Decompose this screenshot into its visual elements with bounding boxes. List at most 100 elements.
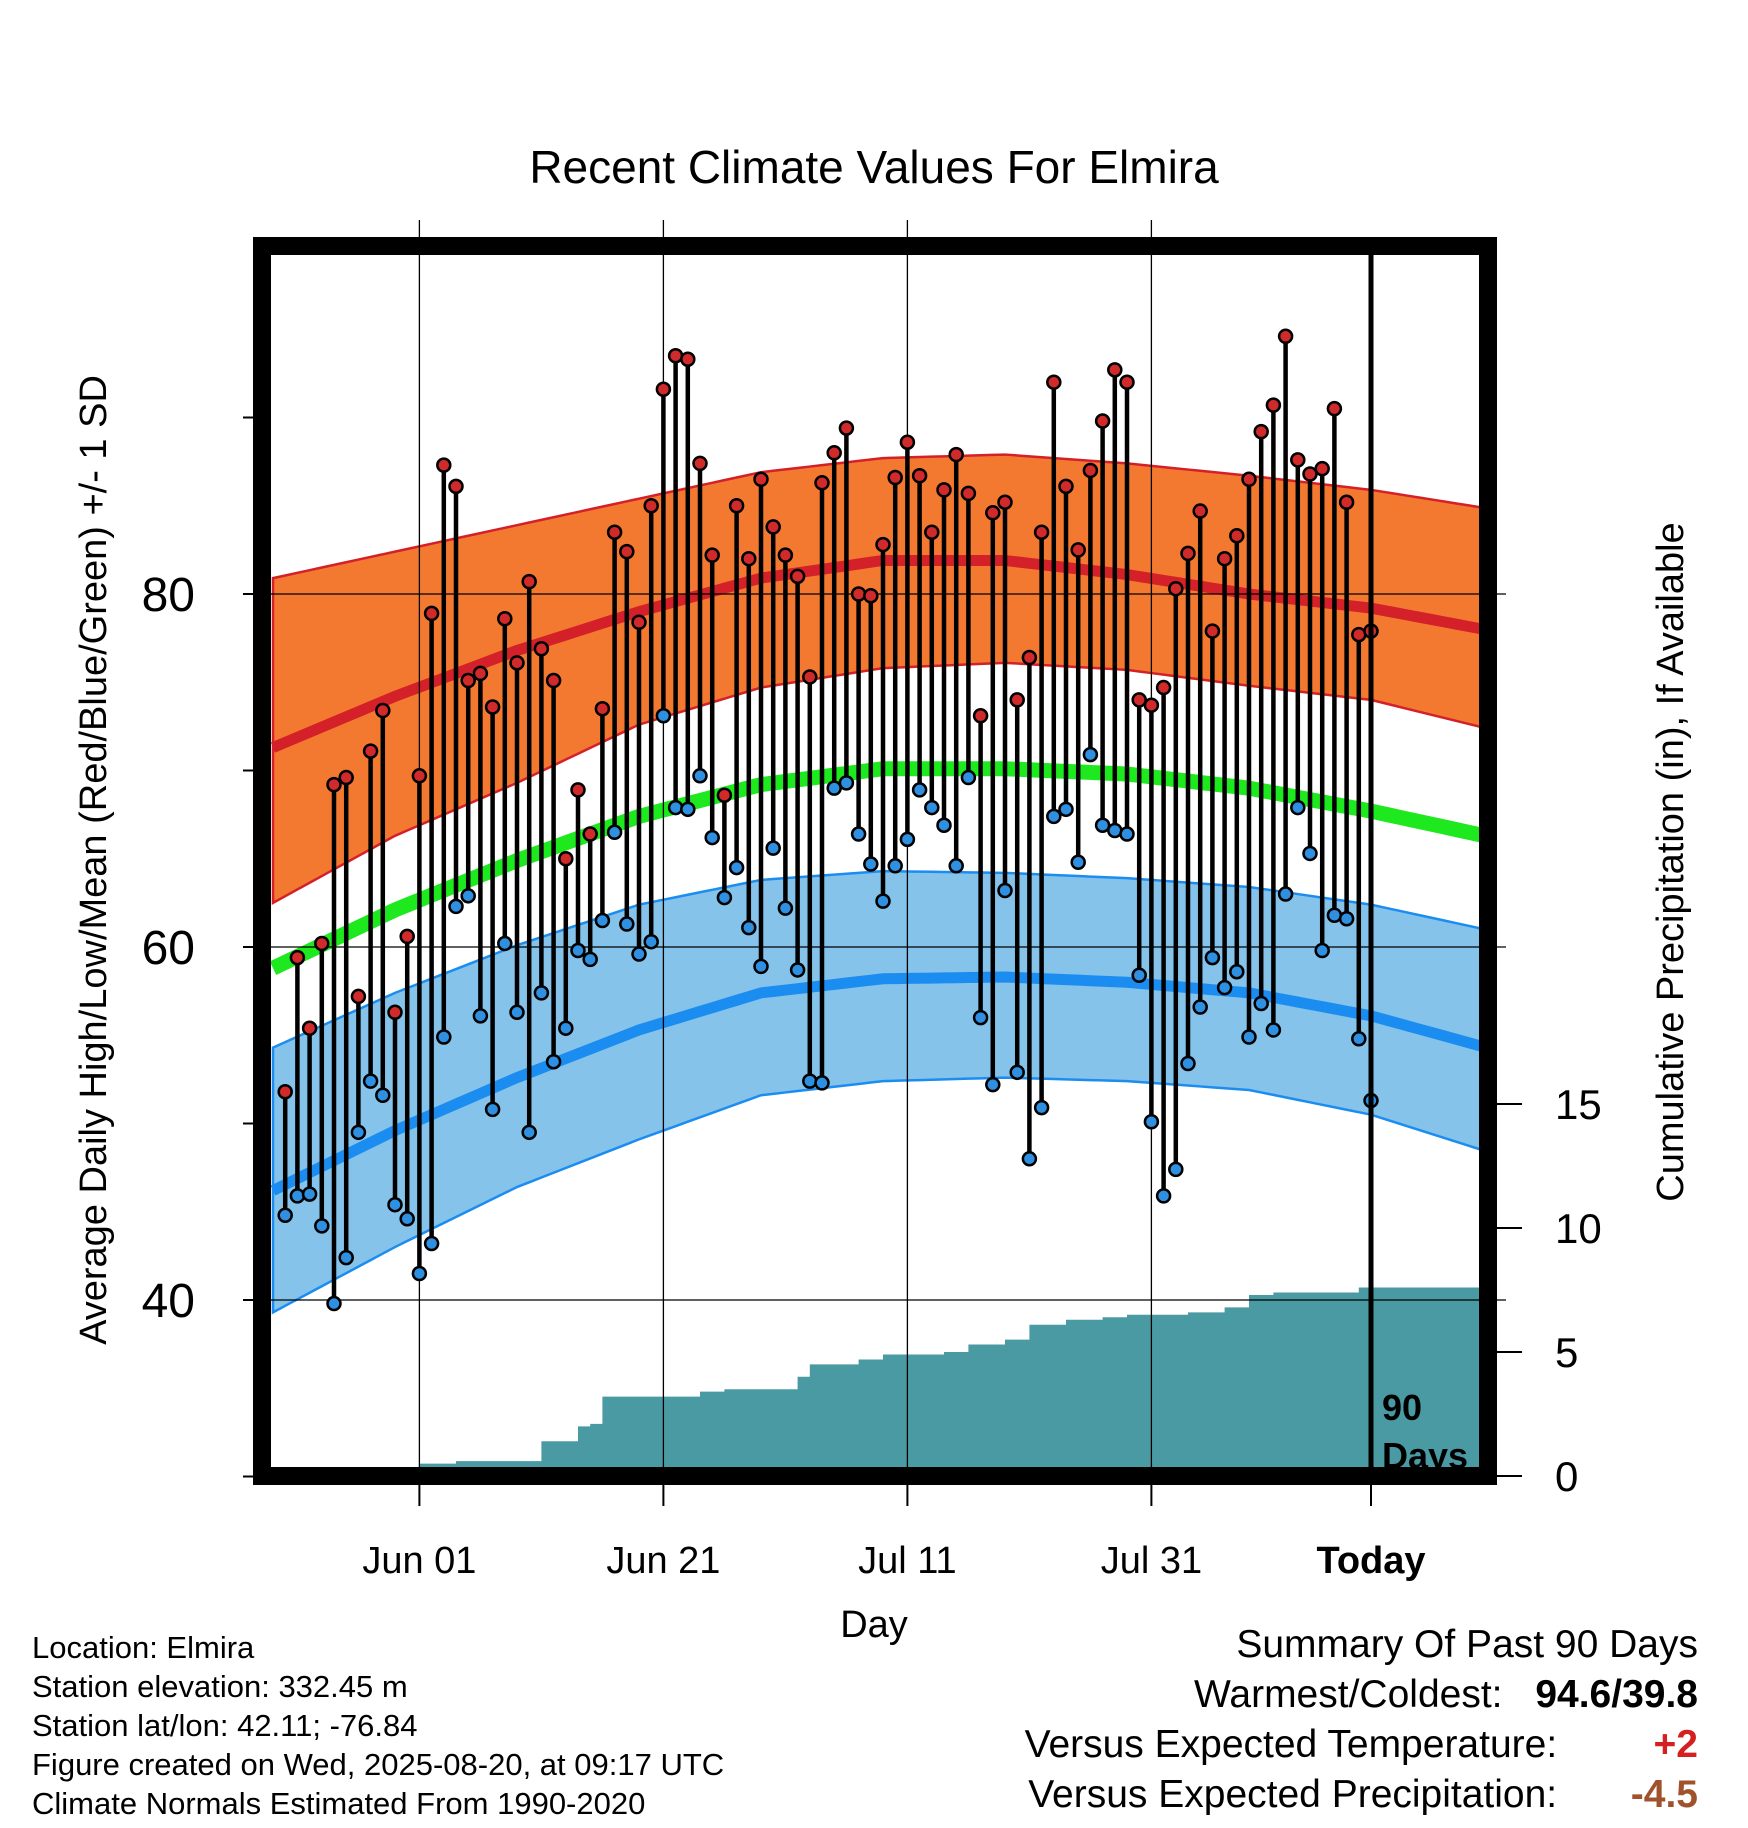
daily-low-point — [1094, 817, 1111, 833]
normals-text: Climate Normals Estimated From 1990-2020 — [32, 1786, 646, 1821]
daily-high-point — [716, 787, 733, 803]
warmest-value: 94.6/39.8 — [1535, 1673, 1698, 1716]
daily-low-point — [960, 769, 977, 786]
daily-low-point — [1290, 799, 1306, 816]
daily-high-point — [1046, 374, 1062, 390]
daily-low-point — [704, 829, 720, 846]
daily-low-point — [289, 1188, 306, 1204]
daily-low-point — [789, 962, 806, 978]
daily-high-point — [692, 455, 708, 472]
daily-high-point — [1265, 397, 1282, 413]
daily-high-point — [558, 851, 574, 867]
daily-low-point — [802, 1073, 818, 1089]
daily-low-point — [484, 1101, 501, 1118]
daily-high-point — [619, 543, 635, 560]
daily-low-point — [594, 912, 611, 929]
daily-high-point — [1168, 580, 1184, 597]
daily-high-point — [1058, 478, 1074, 495]
daily-low-point — [936, 817, 952, 833]
x-tick-label: Jun 21 — [606, 1540, 720, 1582]
daily-low-point — [1046, 808, 1062, 825]
daily-high-point — [521, 573, 537, 590]
daily-high-point — [1107, 362, 1123, 378]
daily-high-point — [728, 498, 745, 514]
daily-low-point — [387, 1196, 403, 1213]
today-label: 90 — [1382, 1387, 1422, 1428]
daily-high-point — [472, 665, 489, 682]
daily-low-point — [1180, 1055, 1196, 1072]
daily-high-point — [570, 782, 586, 798]
daily-low-point — [1277, 886, 1294, 902]
daily-low-point — [1131, 967, 1147, 983]
daily-low-point — [1216, 979, 1233, 996]
daily-low-point — [631, 946, 647, 962]
daily-high-point — [448, 478, 464, 495]
x-tick-label: Jun 01 — [362, 1540, 476, 1582]
daily-high-point — [582, 826, 598, 842]
daily-low-point — [680, 801, 696, 818]
daily-high-point — [1204, 623, 1221, 639]
daily-low-point — [350, 1124, 367, 1141]
daily-high-point — [704, 547, 720, 563]
daily-high-point — [497, 610, 513, 627]
daily-low-point — [655, 708, 672, 724]
daily-high-point — [1314, 460, 1330, 477]
daily-low-point — [472, 1008, 489, 1024]
daily-low-point — [948, 858, 964, 874]
daily-low-point — [741, 919, 757, 936]
daily-high-point — [911, 467, 928, 484]
daily-low-point — [838, 775, 855, 791]
daily-high-point — [899, 434, 916, 450]
daily-high-point — [436, 457, 452, 473]
daily-low-point — [1155, 1188, 1172, 1204]
summary-temp-row: Versus Expected Temperature: +2 — [1025, 1720, 1698, 1770]
daily-low-point — [924, 799, 940, 816]
precip-value: -4.5 — [1630, 1773, 1698, 1816]
daily-low-point — [411, 1265, 428, 1282]
daily-low-point — [582, 951, 598, 968]
daily-low-point — [1009, 1064, 1025, 1081]
daily-high-point — [533, 640, 550, 657]
daily-low-point — [850, 826, 867, 842]
daily-low-point — [1338, 911, 1355, 927]
daily-high-point — [1033, 524, 1050, 540]
daily-high-point — [887, 469, 903, 486]
y2-tick-label: 10 — [1555, 1205, 1602, 1252]
daily-high-point — [741, 550, 757, 567]
daily-high-point — [765, 519, 781, 535]
daily-high-point — [997, 494, 1013, 510]
daily-high-point — [350, 988, 367, 1005]
daily-low-point — [1192, 999, 1208, 1015]
temp-label: Versus Expected Temperature: — [1024, 1723, 1558, 1766]
daily-low-point — [753, 958, 769, 975]
daily-high-point — [1143, 697, 1160, 713]
daily-low-point — [1302, 845, 1318, 862]
daily-low-point — [1021, 1151, 1038, 1167]
daily-low-point — [1204, 949, 1221, 966]
daily-low-point — [643, 933, 659, 950]
daily-high-point — [777, 547, 794, 563]
daily-high-point — [423, 605, 440, 622]
summary-warmest-row: Warmest/Coldest: 94.6/39.8 — [1025, 1670, 1698, 1720]
low-sd-band — [271, 869, 1488, 1315]
y2-tick-label: 15 — [1555, 1081, 1602, 1128]
daily-high-point — [1338, 494, 1355, 510]
daily-high-point — [1009, 692, 1025, 708]
y-tick-label: 40 — [142, 1275, 195, 1328]
daily-low-point — [1253, 995, 1269, 1012]
daily-high-point — [863, 588, 879, 604]
daily-low-point — [1241, 1029, 1257, 1045]
daily-high-point — [314, 935, 330, 952]
chart-title: Recent Climate Values For Elmira — [529, 141, 1219, 193]
daily-low-point — [911, 782, 928, 798]
daily-low-point — [375, 1087, 391, 1104]
daily-high-point — [985, 505, 1001, 521]
daily-low-point — [1119, 826, 1135, 842]
daily-high-point — [1155, 679, 1172, 696]
precip-label: Versus Expected Precipitation: — [1028, 1773, 1558, 1816]
daily-high-point — [1131, 692, 1147, 708]
y2-tick-label: 5 — [1555, 1329, 1578, 1376]
daily-low-point — [899, 831, 916, 848]
latlon-text: Station lat/lon: 42.11; -76.84 — [32, 1708, 418, 1743]
normal-low-line — [270, 971, 1488, 1196]
